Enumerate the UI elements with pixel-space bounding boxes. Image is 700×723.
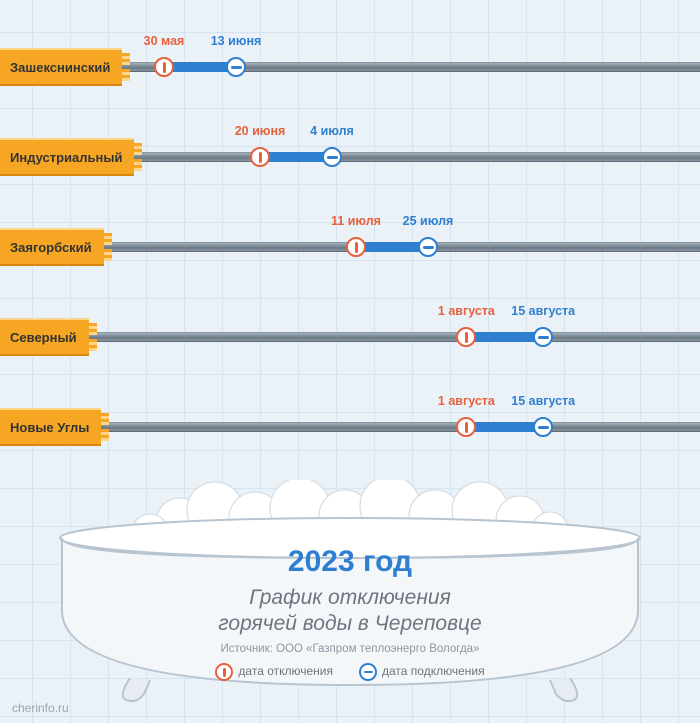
off-date-label: 1 августа (438, 394, 495, 408)
off-marker (250, 147, 270, 167)
title-line-2: горячей воды в Череповце (218, 612, 481, 635)
timeline-row: Индустриальный 20 июня 4 июля (0, 100, 700, 190)
on-date-label: 15 августа (511, 394, 575, 408)
on-marker (533, 327, 553, 347)
on-icon (359, 663, 377, 681)
on-marker (533, 417, 553, 437)
timeline-rows: Зашекснинский 30 мая 13 июня Индустриальный… (0, 10, 700, 460)
off-marker (346, 237, 366, 257)
legend: дата отключения дата подключения (0, 663, 700, 681)
timeline-row: Зашекснинский 30 мая 13 июня (0, 10, 700, 100)
on-marker (226, 57, 246, 77)
on-date-label: 13 июня (211, 34, 262, 48)
district-label: Северный (0, 318, 89, 356)
bathtub-section: 2023 год График отключения горячей воды … (0, 478, 700, 723)
off-marker (154, 57, 174, 77)
legend-item-on: дата подключения (359, 663, 485, 681)
legend-item-off: дата отключения (215, 663, 333, 681)
on-date-label: 15 августа (511, 304, 575, 318)
off-icon (215, 663, 233, 681)
footer-text-block: 2023 год График отключения горячей воды … (0, 545, 700, 682)
source-label: Источник: ООО «Газпром теплоэнерго Волог… (0, 643, 700, 655)
off-date-label: 1 августа (438, 304, 495, 318)
on-marker (418, 237, 438, 257)
off-date-label: 20 июня (235, 124, 286, 138)
district-label: Индустриальный (0, 138, 134, 176)
off-date-label: 11 июля (331, 214, 381, 228)
title-line-1: График отключения (249, 586, 451, 609)
range-bar (466, 332, 543, 342)
on-marker (322, 147, 342, 167)
pipe (0, 332, 700, 342)
district-label: Зашекснинский (0, 48, 122, 86)
timeline-row: Новые Углы 1 августа 15 августа (0, 370, 700, 460)
on-date-label: 25 июля (403, 214, 454, 228)
range-bar (466, 422, 543, 432)
off-date-label: 30 мая (144, 34, 185, 48)
credit-label: cherinfo.ru (12, 701, 69, 715)
district-label: Новые Углы (0, 408, 101, 446)
legend-on-label: дата подключения (382, 664, 485, 678)
district-label: Заягорбский (0, 228, 104, 266)
off-marker (456, 417, 476, 437)
off-marker (456, 327, 476, 347)
chart-title: График отключения горячей воды в Черепов… (0, 585, 700, 638)
legend-off-label: дата отключения (238, 664, 333, 678)
timeline-row: Заягорбский 11 июля 25 июля (0, 190, 700, 280)
timeline-row: Северный 1 августа 15 августа (0, 280, 700, 370)
on-date-label: 4 июля (310, 124, 354, 138)
year-label: 2023 год (0, 545, 700, 579)
